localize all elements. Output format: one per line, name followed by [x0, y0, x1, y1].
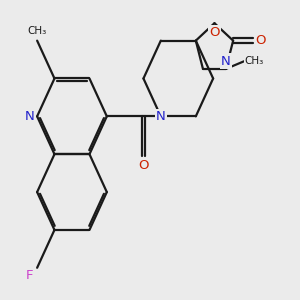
Text: O: O	[255, 34, 266, 47]
Text: N: N	[25, 110, 35, 123]
Text: N: N	[221, 55, 231, 68]
Text: CH₃: CH₃	[28, 26, 47, 36]
Text: F: F	[26, 269, 34, 282]
Text: CH₃: CH₃	[245, 56, 264, 66]
Text: O: O	[209, 26, 220, 39]
Text: O: O	[138, 159, 149, 172]
Text: N: N	[156, 110, 166, 123]
